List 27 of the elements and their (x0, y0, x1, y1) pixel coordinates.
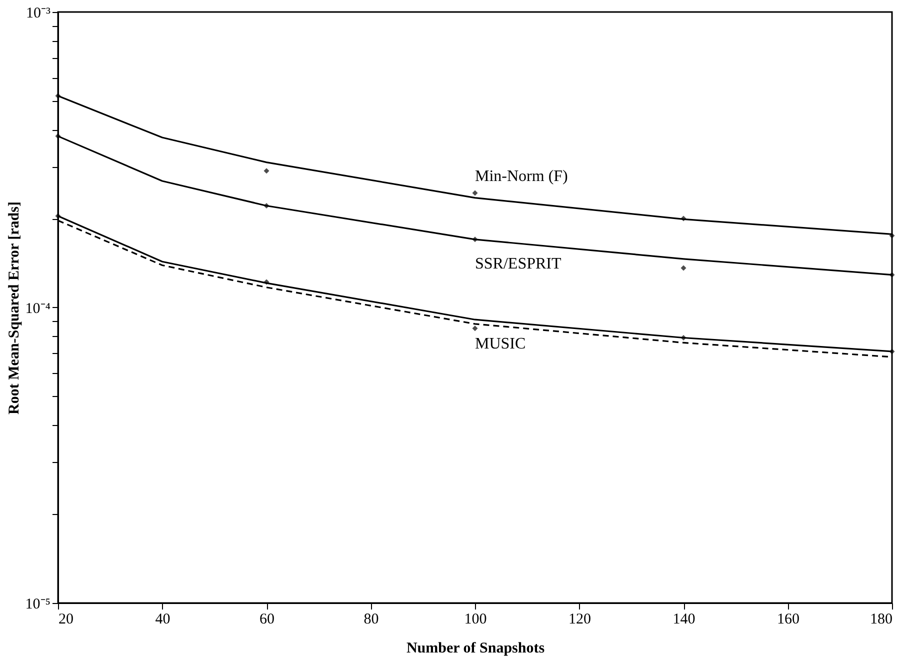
x-tick-label: 180 (870, 612, 892, 628)
y-tick-label: 10⁻³ (26, 6, 51, 22)
x-tick-label: 80 (364, 612, 379, 628)
x-tick-label: 100 (464, 612, 487, 628)
x-tick-label: 40 (155, 612, 170, 628)
point (680, 265, 686, 271)
point (55, 213, 61, 219)
x-tick-label: 20 (58, 612, 74, 628)
x-tick-label: 120 (568, 612, 591, 628)
series-label: Min-Norm (F) (475, 168, 568, 185)
series-label: MUSIC (475, 336, 526, 353)
point (264, 202, 270, 208)
point (472, 236, 478, 242)
y-tick-label: 10⁻⁵ (25, 596, 50, 612)
x-axis-title: Number of Snapshots (406, 640, 545, 656)
point (264, 279, 270, 285)
x-tick-label: 140 (672, 612, 696, 628)
y-tick-label: 10⁻⁴ (25, 301, 50, 317)
series-label: SSR/ESPRIT (475, 255, 562, 272)
point (472, 326, 478, 332)
y-axis-title: Root Mean-Squared Error [rads] (6, 202, 22, 414)
x-tick-label: 60 (260, 612, 274, 628)
point (472, 190, 478, 196)
x-tick-label: 160 (777, 612, 800, 628)
point (264, 168, 270, 174)
point (680, 216, 686, 222)
point (889, 348, 895, 354)
